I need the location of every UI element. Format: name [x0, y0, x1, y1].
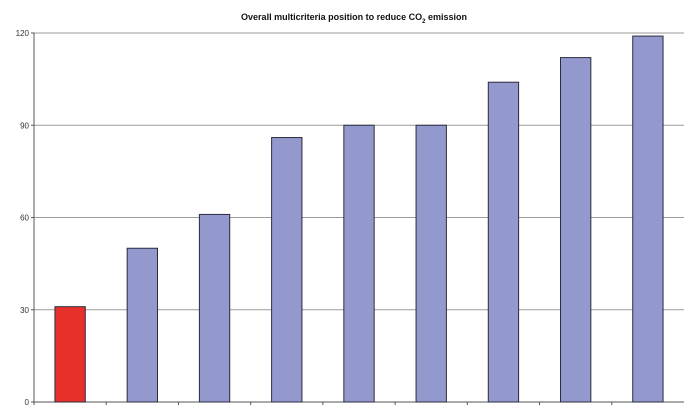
chart-title-end: emission	[425, 12, 467, 22]
y-tick-label: 60	[20, 214, 29, 223]
bar-1	[54, 306, 86, 403]
bar-4	[271, 137, 303, 403]
y-tick-label: 30	[20, 306, 29, 315]
bars	[54, 35, 664, 403]
y-tick-label: 90	[20, 121, 29, 130]
bar-6	[415, 124, 447, 403]
chart-title: Overall multicriteria position to reduce…	[241, 12, 467, 25]
chart-title-subscript: 2	[422, 19, 426, 25]
bar-8	[560, 57, 592, 403]
bar-2	[126, 247, 158, 403]
bar-7	[487, 81, 520, 403]
bar-5	[343, 124, 375, 403]
y-tick-label: 0	[25, 398, 30, 407]
bar-3	[198, 213, 231, 403]
bar-9	[632, 35, 664, 403]
chart-title-main: Overall multicriteria position to reduce…	[241, 12, 422, 22]
y-tick-label: 120	[16, 29, 30, 38]
y-tick-labels: 0 30 60 90 120	[16, 29, 30, 407]
